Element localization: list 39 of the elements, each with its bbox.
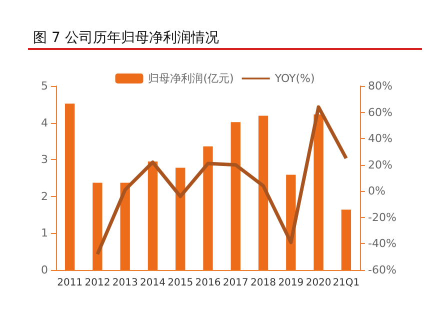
x-tick-label: 2018	[250, 278, 276, 288]
x-tick-label: 2017	[222, 278, 248, 288]
y-tick-label: 0	[41, 264, 48, 276]
y2-tick-label: -20%	[368, 210, 396, 224]
legend-label: YOY(%)	[274, 72, 315, 85]
bar	[203, 146, 213, 270]
x-tick-label: 2011	[57, 278, 83, 288]
y-tick-label: 3	[41, 153, 48, 166]
y2-tick-label: 40%	[368, 132, 392, 146]
y-tick-label: 5	[41, 80, 48, 92]
y-tick-label: 4	[41, 116, 48, 130]
y-tick-label: 2	[41, 190, 48, 203]
bar	[148, 161, 158, 270]
x-tick-label: 2013	[112, 278, 138, 288]
bar	[341, 210, 352, 270]
y2-tick-label: 60%	[368, 106, 392, 119]
y-tick-label: 1	[41, 226, 48, 240]
y2-tick-label: 20%	[368, 158, 392, 172]
y2-tick-label: 80%	[368, 80, 392, 92]
bar	[176, 168, 186, 270]
legend-label: 归母净利润(亿元)	[148, 72, 234, 85]
x-tick-label: 2019	[278, 278, 304, 288]
y2-tick-label: 0%	[368, 184, 386, 198]
line-series	[96, 105, 348, 256]
chart-title: 图 7 公司历年归母净利润情况	[33, 30, 219, 46]
x-tick-label: 2015	[168, 278, 194, 288]
x-tick-label: 2016	[195, 278, 221, 288]
bar	[314, 114, 324, 270]
y2-tick-label: -40%	[368, 237, 396, 250]
x-tick-label: 21Q1	[332, 278, 360, 288]
bar	[64, 104, 75, 270]
y2-tick-label: -60%	[368, 264, 396, 276]
bar	[258, 116, 268, 270]
x-tick-label: 2014	[140, 278, 166, 288]
x-tick-label: 2012	[84, 278, 110, 288]
bar	[92, 182, 102, 270]
bar	[230, 122, 240, 270]
bar	[120, 182, 130, 270]
x-tick-label: 2020	[306, 278, 332, 288]
